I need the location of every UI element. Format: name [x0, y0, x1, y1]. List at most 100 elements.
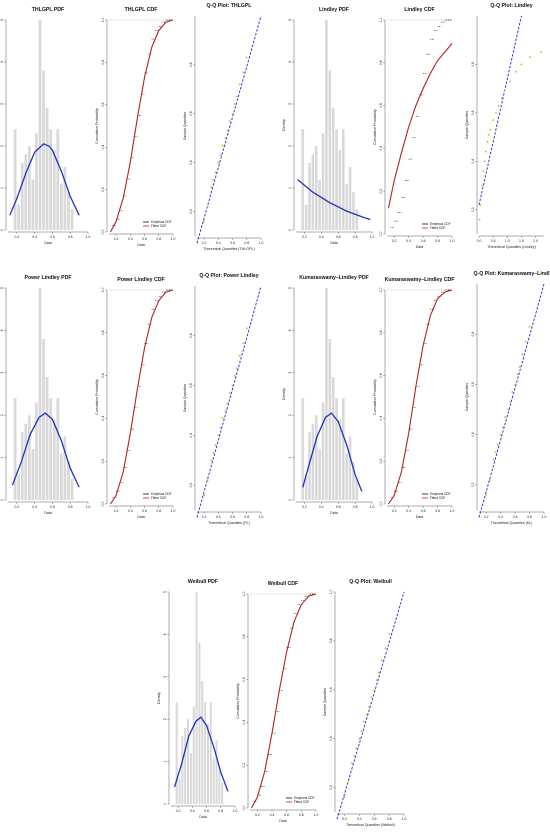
- x-tick-label: 0.4: [406, 239, 411, 243]
- histogram-bar: [175, 702, 178, 804]
- qq-point: [380, 659, 383, 662]
- qq-point: [353, 754, 356, 757]
- qq-reference-line: [478, 15, 522, 206]
- y-tick-label: 0.4: [471, 432, 475, 437]
- panel-cdf: THLGPL CDF 0.2 0.4 0.6 0.8 1.0 0.0 0.2 0.4 0.6 0.8…: [95, 7, 175, 247]
- x-tick-label: 0.8: [435, 509, 440, 513]
- qq-point: [219, 426, 222, 429]
- y-axis-label: Sample Quantiles: [465, 111, 469, 140]
- x-axis-label: Data: [137, 515, 145, 519]
- y-tick-label: 4: [163, 633, 167, 635]
- qq-point: [226, 129, 229, 132]
- chart-title: Q-Q Plot: Lindley: [490, 3, 532, 9]
- x-tick-label: 1.5: [519, 239, 524, 243]
- x-tick-label: 0.4: [216, 241, 221, 245]
- x-tick-label: 0.2: [342, 817, 347, 821]
- qq-point: [377, 671, 380, 674]
- qq-point: [360, 730, 363, 733]
- x-tick-label: 1.0: [233, 809, 238, 813]
- y-tick-label: 0.0: [379, 232, 383, 237]
- qq-point: [479, 204, 482, 206]
- x-axis-label: Theoretical Quantiles (Weibull): [346, 823, 395, 827]
- histogram-bar: [314, 146, 318, 230]
- y-tick-label: 2: [288, 145, 292, 147]
- y-tick-label: 0.8: [189, 333, 193, 338]
- y-tick-label: 0: [163, 803, 167, 805]
- qq-point: [499, 433, 502, 436]
- y-tick-label: 0.2: [379, 189, 383, 194]
- qq-point: [492, 119, 495, 122]
- qq-point: [219, 154, 222, 157]
- histogram-bar: [328, 338, 332, 500]
- qq-point: [388, 632, 391, 635]
- y-tick-label: 0.2: [471, 207, 475, 212]
- x-axis-label: Theoretical Quantiles (THLGPL): [203, 247, 254, 251]
- x-tick-label: 0.8: [527, 515, 532, 519]
- qq-point: [496, 443, 499, 446]
- y-tick-label: 1: [0, 187, 4, 189]
- y-axis-label: Cumulative Probability: [95, 108, 99, 144]
- histogram-bar: [304, 474, 308, 500]
- histogram-bar: [338, 419, 342, 500]
- fitted-cdf-line: [387, 43, 453, 209]
- qq-point: [525, 340, 527, 343]
- histogram-bar: [70, 209, 74, 230]
- histogram-bar: [308, 162, 311, 230]
- qq-point: [506, 408, 509, 411]
- qq-point: [511, 391, 514, 393]
- y-tick-label: 1.0: [379, 288, 383, 293]
- histogram-bar: [314, 415, 318, 500]
- histogram-bar: [187, 719, 190, 804]
- y-tick-label: 3: [288, 103, 292, 105]
- panel-qq: Q-Q Plot: Lindley 0.0 0.5 1.0 1.5 2.0 0.2 0.4 0.…: [465, 3, 544, 249]
- y-tick-label: 2: [0, 145, 4, 147]
- x-tick-label: 0.6: [421, 509, 426, 513]
- qq-point: [488, 478, 491, 481]
- x-tick-label: 0.8: [435, 239, 440, 243]
- qq-point: [206, 205, 209, 208]
- fitted-density-curve: [9, 143, 80, 216]
- y-axis-label: Cumulative Probability: [95, 379, 99, 415]
- qq-point: [480, 184, 483, 187]
- x-tick-label: 0.6: [50, 505, 55, 509]
- chart-title: Power Lindley PDF: [25, 275, 72, 281]
- histogram-bar: [184, 727, 187, 804]
- qq-point: [501, 426, 504, 429]
- x-axis-label: Data: [44, 511, 52, 515]
- y-tick-label: 0.4: [189, 160, 193, 165]
- histogram-bar: [331, 108, 335, 230]
- x-tick-label: 0.4: [32, 235, 37, 239]
- histogram-bar: [52, 419, 56, 500]
- histogram-bar: [311, 423, 315, 500]
- x-tick-label: 0.6: [336, 235, 341, 239]
- y-tick-label: 0.6: [101, 102, 105, 107]
- y-tick-label: 0.4: [471, 159, 475, 164]
- qq-point: [224, 409, 227, 412]
- y-tick-label: 1.0: [329, 590, 333, 595]
- x-tick-label: 1.0: [370, 235, 375, 239]
- x-tick-label: 1.0: [86, 235, 91, 239]
- histogram-bar: [20, 162, 24, 230]
- y-tick-label: 0: [288, 229, 292, 231]
- x-axis-label: Data: [416, 245, 424, 249]
- y-tick-label: 0.8: [189, 62, 193, 67]
- histogram-bar: [342, 398, 345, 500]
- x-axis-label: Data: [416, 515, 424, 519]
- x-axis-label: Data: [330, 241, 338, 245]
- histogram-bar: [338, 150, 342, 230]
- histogram-bar: [189, 753, 192, 804]
- fitted-density-curve: [297, 179, 371, 221]
- histogram-bar: [328, 70, 332, 231]
- chart-title: THLGPL CDF: [125, 7, 158, 13]
- histogram-bar: [218, 765, 221, 804]
- qq-point: [210, 459, 213, 462]
- histogram-bar: [13, 129, 17, 230]
- qq-point: [221, 417, 224, 419]
- y-axis-label: Sample Quantiles: [465, 383, 469, 412]
- qq-point: [504, 416, 506, 418]
- x-tick-label: 0.6: [372, 817, 377, 821]
- qq-point: [514, 383, 517, 386]
- qq-point: [540, 51, 543, 54]
- y-axis-label: Sample Quantiles: [183, 384, 187, 413]
